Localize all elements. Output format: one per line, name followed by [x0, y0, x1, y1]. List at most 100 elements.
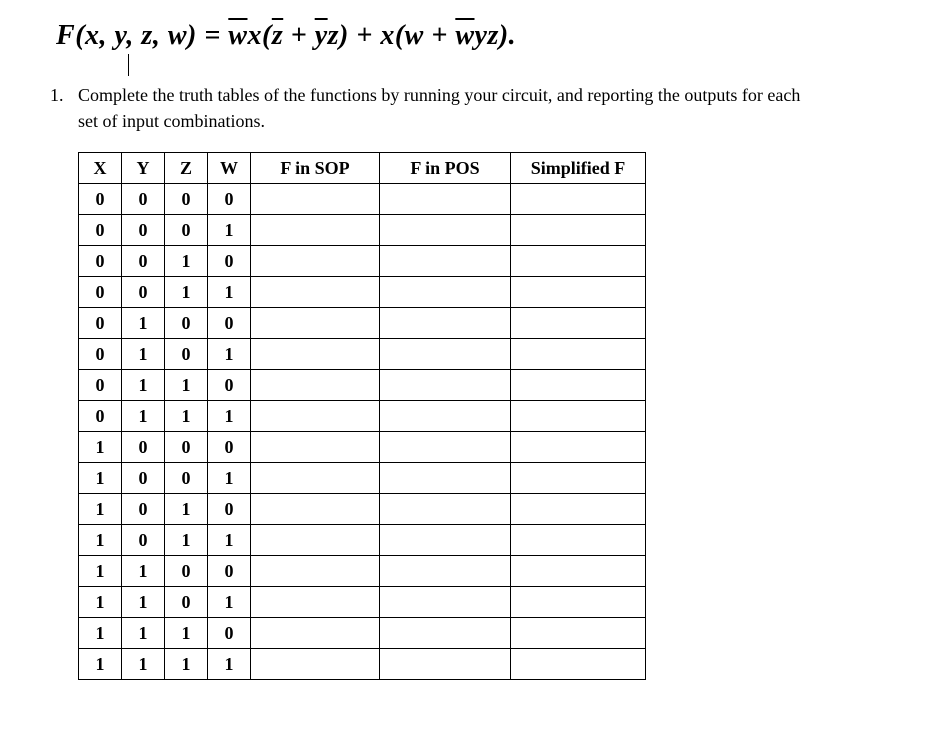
table-cell: 1: [79, 463, 122, 494]
table-cell: [380, 184, 511, 215]
table-row: 0011: [79, 277, 646, 308]
sym-x: x: [85, 20, 100, 51]
sym-y: y: [115, 20, 127, 51]
sym-open: (: [262, 20, 272, 51]
table-cell: 0: [79, 308, 122, 339]
table-cell: [251, 308, 380, 339]
sym-x: x: [380, 20, 395, 51]
table-cell: [511, 184, 646, 215]
table-cell: 0: [208, 370, 251, 401]
table-cell: [511, 649, 646, 680]
table-cell: [380, 618, 511, 649]
table-cell: 0: [208, 308, 251, 339]
sym-z: z: [487, 20, 498, 51]
table-cell: [380, 401, 511, 432]
table-cell: 0: [79, 246, 122, 277]
col-header-sop: F in SOP: [251, 153, 380, 184]
table-cell: [251, 649, 380, 680]
table-cell: 1: [79, 587, 122, 618]
table-cell: 1: [208, 463, 251, 494]
table-cell: 0: [208, 494, 251, 525]
table-cell: 0: [79, 370, 122, 401]
table-cell: 1: [165, 370, 208, 401]
table-cell: 0: [122, 215, 165, 246]
table-cell: 0: [165, 587, 208, 618]
table-cell: 1: [122, 618, 165, 649]
table-row: 0101: [79, 339, 646, 370]
table-cell: [380, 308, 511, 339]
table-cell: [251, 401, 380, 432]
table-cell: [251, 618, 380, 649]
sym-period: .: [509, 20, 517, 51]
table-cell: 1: [208, 587, 251, 618]
table-cell: [251, 432, 380, 463]
table-cell: 0: [122, 525, 165, 556]
table-cell: [251, 277, 380, 308]
table-cell: [511, 339, 646, 370]
table-cell: [511, 308, 646, 339]
table-cell: [511, 277, 646, 308]
table-row: 1101: [79, 587, 646, 618]
table-cell: 1: [122, 339, 165, 370]
table-cell: 1: [122, 308, 165, 339]
table-cell: 0: [165, 432, 208, 463]
table-row: 1100: [79, 556, 646, 587]
table-cell: 0: [122, 432, 165, 463]
table-cell: 1: [208, 215, 251, 246]
table-cell: 1: [79, 432, 122, 463]
col-header-x: X: [79, 153, 122, 184]
document-page: F(x, y, z, w) = wx(z + yz) + x(w + wyz).…: [0, 0, 938, 740]
sym-open: (: [395, 20, 405, 51]
table-cell: [380, 339, 511, 370]
table-header-row: X Y Z W F in SOP F in POS Simplified F: [79, 153, 646, 184]
table-row: 0111: [79, 401, 646, 432]
table-row: 0110: [79, 370, 646, 401]
table-cell: [511, 215, 646, 246]
table-cell: 0: [165, 215, 208, 246]
sym-plus: +: [424, 20, 455, 51]
table-cell: [511, 494, 646, 525]
table-cell: 0: [165, 184, 208, 215]
table-row: 1000: [79, 432, 646, 463]
table-cell: [511, 556, 646, 587]
sym-comma: ,: [100, 20, 115, 51]
table-cell: [251, 370, 380, 401]
table-cell: [251, 494, 380, 525]
table-cell: [251, 587, 380, 618]
table-cell: 0: [79, 339, 122, 370]
col-header-simplified: Simplified F: [511, 153, 646, 184]
table-cell: 0: [122, 184, 165, 215]
table-cell: 0: [165, 463, 208, 494]
table-cell: 1: [208, 401, 251, 432]
sym-F: F: [56, 20, 75, 51]
table-row: 1110: [79, 618, 646, 649]
table-cell: 0: [122, 494, 165, 525]
truth-table: X Y Z W F in SOP F in POS Simplified F 0…: [78, 152, 646, 680]
sym-plus: +: [283, 20, 314, 51]
table-cell: [251, 339, 380, 370]
truth-table-body: 0000000100100011010001010110011110001001…: [79, 184, 646, 680]
table-cell: [251, 556, 380, 587]
table-row: 0000: [79, 184, 646, 215]
table-cell: 0: [208, 184, 251, 215]
table-row: 0001: [79, 215, 646, 246]
table-cell: 0: [208, 246, 251, 277]
sym-zbar: z: [272, 20, 283, 51]
table-cell: [251, 525, 380, 556]
table-cell: 1: [208, 525, 251, 556]
table-row: 1111: [79, 649, 646, 680]
table-cell: [380, 556, 511, 587]
table-cell: 1: [165, 401, 208, 432]
table-cell: 0: [79, 215, 122, 246]
table-cell: 0: [79, 184, 122, 215]
sym-equals: =: [197, 20, 228, 51]
question-block: 1. Complete the truth tables of the func…: [50, 82, 898, 680]
table-cell: 1: [122, 649, 165, 680]
table-cell: [380, 215, 511, 246]
table-row: 0100: [79, 308, 646, 339]
table-cell: 0: [165, 556, 208, 587]
table-cell: 1: [122, 370, 165, 401]
table-cell: [511, 370, 646, 401]
sym-w: w: [405, 20, 424, 51]
table-cell: 1: [122, 401, 165, 432]
